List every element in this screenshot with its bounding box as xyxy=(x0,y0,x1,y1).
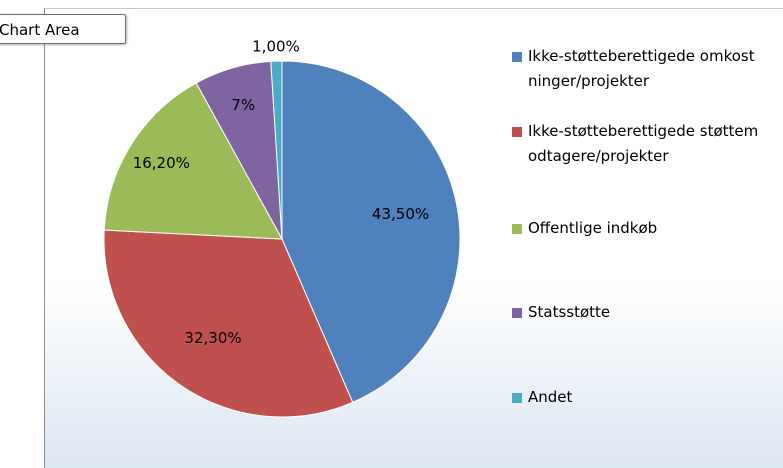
data-label: 1,00% xyxy=(252,38,300,56)
legend-entry[interactable]: Offentlige indkøb xyxy=(512,216,762,241)
legend-swatch xyxy=(512,127,522,137)
legend-label: Ikke-støtteberettigede støttemodtagere/p… xyxy=(528,122,759,165)
legend-swatch xyxy=(512,52,522,62)
legend-swatch xyxy=(512,224,522,234)
data-label: 32,30% xyxy=(184,329,241,347)
data-label: 16,20% xyxy=(133,154,190,172)
data-label: 7% xyxy=(231,96,255,114)
legend-entry[interactable]: Andet xyxy=(512,385,762,410)
data-label: 43,50% xyxy=(372,205,429,223)
legend-entry[interactable]: Ikke-støtteberettigede støttemodtagere/p… xyxy=(512,119,762,169)
legend-label: Ikke-støtteberettigede omkostninger/proj… xyxy=(528,47,755,90)
legend-label: Statsstøtte xyxy=(528,303,611,321)
legend-entry[interactable]: Statsstøtte xyxy=(512,300,762,325)
pie-slice xyxy=(103,82,283,240)
legend-swatch xyxy=(512,308,522,318)
legend-swatch xyxy=(512,393,522,403)
tooltip: Chart Area xyxy=(0,14,126,44)
pie-slice xyxy=(281,60,461,404)
legend-label: Andet xyxy=(528,388,573,406)
legend-label: Offentlige indkøb xyxy=(528,219,658,237)
legend-entry[interactable]: Ikke-støtteberettigede omkostninger/proj… xyxy=(512,44,762,94)
pie-slice xyxy=(270,60,283,240)
pie-slice xyxy=(103,229,354,418)
